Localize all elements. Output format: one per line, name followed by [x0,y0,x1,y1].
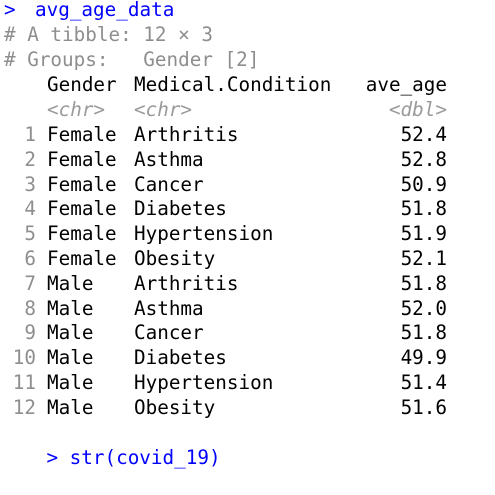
command-line: > avg_age_data [0,0,174,22]
table-row: 11 Male Hypertension 51.4 [0,370,495,395]
cell-ave-age: 51.4 [400,371,447,394]
table-row: 3 Female Cancer 50.9 [0,172,495,197]
table-row: 2 Female Asthma 52.8 [0,147,495,172]
cell-ave-age: 51.6 [400,395,447,419]
column-type-gender: <chr> [47,98,106,121]
column-header-ave-age: ave_age [365,73,447,96]
cell-gender: Female [47,247,117,270]
cell-ave-age: 51.8 [400,321,447,345]
cell-medical-condition: Cancer [134,172,204,196]
cell-ave-age: 52.1 [400,247,447,270]
column-type-medical-condition: <chr> [134,98,193,121]
column-header-gender: Gender [47,73,117,96]
row-number: 12 [12,395,36,419]
cell-ave-age: 52.8 [400,147,447,171]
row-number: 3 [24,172,36,196]
cell-gender: Male [47,395,94,419]
cell-medical-condition: Diabetes [134,346,227,370]
table-row: 4 Female Diabetes 51.8 [0,196,495,221]
cell-ave-age: 49.9 [400,346,447,370]
cell-ave-age: 51.9 [400,222,447,246]
row-number: 11 [12,371,36,394]
cell-gender: Male [47,346,94,370]
table-row: 6 Female Obesity 52.1 [0,246,495,271]
cell-gender: Female [47,197,117,221]
cell-medical-condition: Obesity [134,247,216,270]
r-console-output[interactable]: > avg_age_data # A tibble: 12 × 3 # Grou… [0,0,495,469]
cell-gender: Male [47,371,94,394]
table-row: 9 Male Cancer 51.8 [0,320,495,345]
cell-medical-condition: Hypertension [134,371,274,394]
cell-ave-age: 51.8 [400,271,447,295]
row-number: 4 [24,197,36,221]
cell-ave-age: 52.0 [400,296,447,320]
cell-gender: Male [47,271,94,295]
cell-gender: Male [47,296,94,320]
cell-medical-condition: Diabetes [134,197,227,221]
column-header-row: Gender Medical.Condition ave_age [0,72,495,97]
groups-info: # Groups: Gender [2] [4,48,260,71]
row-number: 1 [24,123,36,146]
row-number: 5 [24,222,36,246]
prompt-symbol: > [4,0,16,21]
next-command-line: > str(covid_19) [0,420,220,469]
row-number: 2 [24,147,36,171]
row-number: 6 [24,247,36,270]
row-number: 7 [24,271,36,295]
table-row: 12 Male Obesity 51.6 [0,395,495,420]
column-header-medical-condition: Medical.Condition [134,73,332,96]
cell-ave-age: 52.4 [400,123,447,146]
cell-gender: Female [47,123,117,146]
cell-gender: Female [47,147,117,171]
row-number: 10 [12,346,36,370]
table-row: 8 Male Asthma 52.0 [0,296,495,321]
cell-medical-condition: Obesity [134,395,216,419]
cell-gender: Male [47,321,94,345]
cell-gender: Female [47,222,117,246]
cell-medical-condition: Hypertension [134,222,274,246]
cell-gender: Female [47,172,117,196]
table-row: 7 Male Arthritis 51.8 [0,271,495,296]
table-row: 10 Male Diabetes 49.9 [0,345,495,370]
table-row: 1 Female Arthritis 52.4 [0,122,495,147]
command-text: avg_age_data [35,0,175,21]
cell-medical-condition: Cancer [134,321,204,345]
row-number: 9 [24,321,36,345]
column-type-ave-age: <dbl> [388,98,447,121]
cell-ave-age: 51.8 [400,197,447,221]
cell-medical-condition: Arthritis [134,271,239,295]
cell-ave-age: 50.9 [400,172,447,196]
cell-medical-condition: Asthma [134,296,204,320]
tibble-info: # A tibble: 12 × 3 [4,23,213,46]
cell-medical-condition: Arthritis [134,123,239,146]
table-row: 5 Female Hypertension 51.9 [0,221,495,246]
row-number: 8 [24,296,36,320]
next-command-text: > str(covid_19) [46,446,221,469]
cell-medical-condition: Asthma [134,147,204,171]
column-type-row: <chr> <chr> <dbl> [0,97,495,122]
